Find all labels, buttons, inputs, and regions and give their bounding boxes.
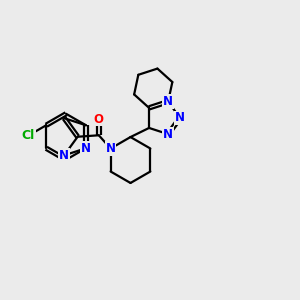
Text: N: N — [163, 128, 173, 141]
Text: N: N — [59, 149, 69, 162]
Text: N: N — [163, 95, 173, 108]
Text: N: N — [106, 142, 116, 155]
Text: N: N — [175, 111, 185, 124]
Text: O: O — [94, 112, 104, 126]
Text: N: N — [81, 142, 91, 155]
Text: Cl: Cl — [22, 129, 35, 142]
